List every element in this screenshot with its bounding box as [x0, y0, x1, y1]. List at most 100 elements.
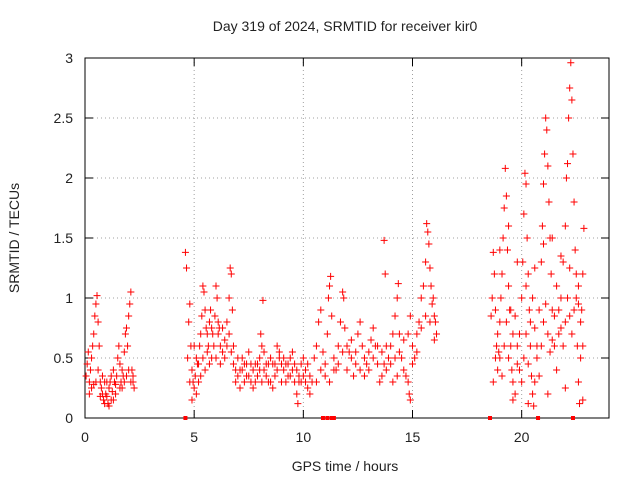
data-point	[304, 360, 312, 368]
data-point	[205, 360, 213, 368]
data-point	[381, 270, 389, 278]
data-point	[500, 342, 508, 350]
data-point	[358, 342, 366, 350]
data-point	[112, 390, 120, 398]
data-point	[513, 258, 521, 266]
data-point	[249, 366, 257, 374]
data-point	[426, 318, 434, 326]
data-point	[495, 348, 503, 356]
data-point	[509, 330, 517, 338]
data-point	[319, 348, 327, 356]
data-point	[518, 294, 526, 302]
data-point	[374, 360, 382, 368]
gap-marker	[183, 416, 188, 420]
data-point	[540, 180, 547, 188]
data-point	[293, 390, 301, 398]
data-point	[188, 366, 196, 374]
data-point	[550, 342, 558, 350]
data-point	[522, 282, 530, 290]
data-point	[315, 318, 323, 326]
data-point	[126, 300, 134, 308]
data-point	[334, 360, 342, 368]
data-point	[546, 348, 554, 356]
data-point	[496, 354, 504, 362]
data-point	[91, 312, 99, 320]
data-point	[275, 348, 283, 356]
data-point	[525, 306, 533, 314]
y-tick-label: 2.5	[54, 110, 74, 126]
data-point	[505, 354, 513, 362]
gap-marker	[488, 416, 493, 420]
data-point	[199, 282, 207, 290]
data-point	[384, 354, 392, 362]
data-point	[561, 222, 569, 230]
x-tick-label: 0	[81, 429, 89, 445]
data-point	[405, 390, 413, 398]
data-point	[522, 330, 530, 338]
data-point	[350, 372, 358, 380]
data-point	[253, 372, 261, 380]
data-point	[339, 288, 347, 296]
data-point	[524, 270, 532, 278]
data-point	[427, 282, 435, 290]
data-point	[540, 318, 547, 326]
data-point	[513, 360, 521, 368]
data-point	[360, 354, 368, 362]
data-point	[234, 354, 242, 362]
data-point	[129, 372, 137, 380]
chart-title: Day 319 of 2024, SRMTID for receiver kir…	[213, 18, 478, 34]
data-point	[363, 360, 371, 368]
data-point	[183, 264, 191, 272]
data-point	[400, 366, 408, 374]
data-point	[262, 372, 270, 380]
data-point	[284, 360, 292, 368]
data-point	[94, 318, 102, 326]
data-point	[578, 306, 586, 314]
data-point	[527, 372, 535, 380]
data-point	[339, 348, 347, 356]
data-point	[542, 300, 550, 308]
data-point	[100, 396, 108, 404]
gap-markers	[183, 416, 575, 420]
data-point	[214, 318, 222, 326]
data-point	[125, 366, 133, 374]
data-point	[400, 336, 408, 344]
data-point	[120, 348, 128, 356]
data-point	[545, 198, 553, 206]
data-point	[579, 342, 587, 350]
data-point	[101, 400, 109, 408]
data-point	[352, 360, 360, 368]
data-point	[426, 264, 434, 272]
data-point	[207, 306, 215, 314]
data-point	[413, 330, 421, 338]
data-point	[192, 390, 200, 398]
data-point	[356, 318, 364, 326]
data-point	[569, 150, 577, 158]
data-point	[95, 342, 103, 350]
data-point	[509, 396, 517, 404]
data-point	[570, 198, 578, 206]
data-point	[186, 300, 194, 308]
data-point	[577, 318, 585, 326]
data-point	[198, 312, 206, 320]
data-point	[406, 312, 414, 320]
data-point	[90, 330, 98, 338]
x-tick-label: 10	[296, 429, 312, 445]
data-point	[240, 378, 248, 386]
gap-marker	[329, 416, 334, 420]
data-point	[184, 354, 192, 362]
data-point	[422, 258, 430, 266]
data-point	[356, 366, 364, 374]
data-point	[511, 312, 519, 320]
data-point	[568, 96, 576, 104]
x-tick-label: 5	[190, 429, 198, 445]
data-point	[561, 384, 569, 392]
data-point	[505, 282, 513, 290]
data-point	[562, 174, 570, 182]
data-point	[417, 324, 425, 332]
data-point	[253, 360, 261, 368]
y-tick-label: 3	[65, 50, 73, 66]
data-point	[433, 330, 441, 338]
data-point	[127, 288, 135, 296]
data-point	[548, 336, 556, 344]
